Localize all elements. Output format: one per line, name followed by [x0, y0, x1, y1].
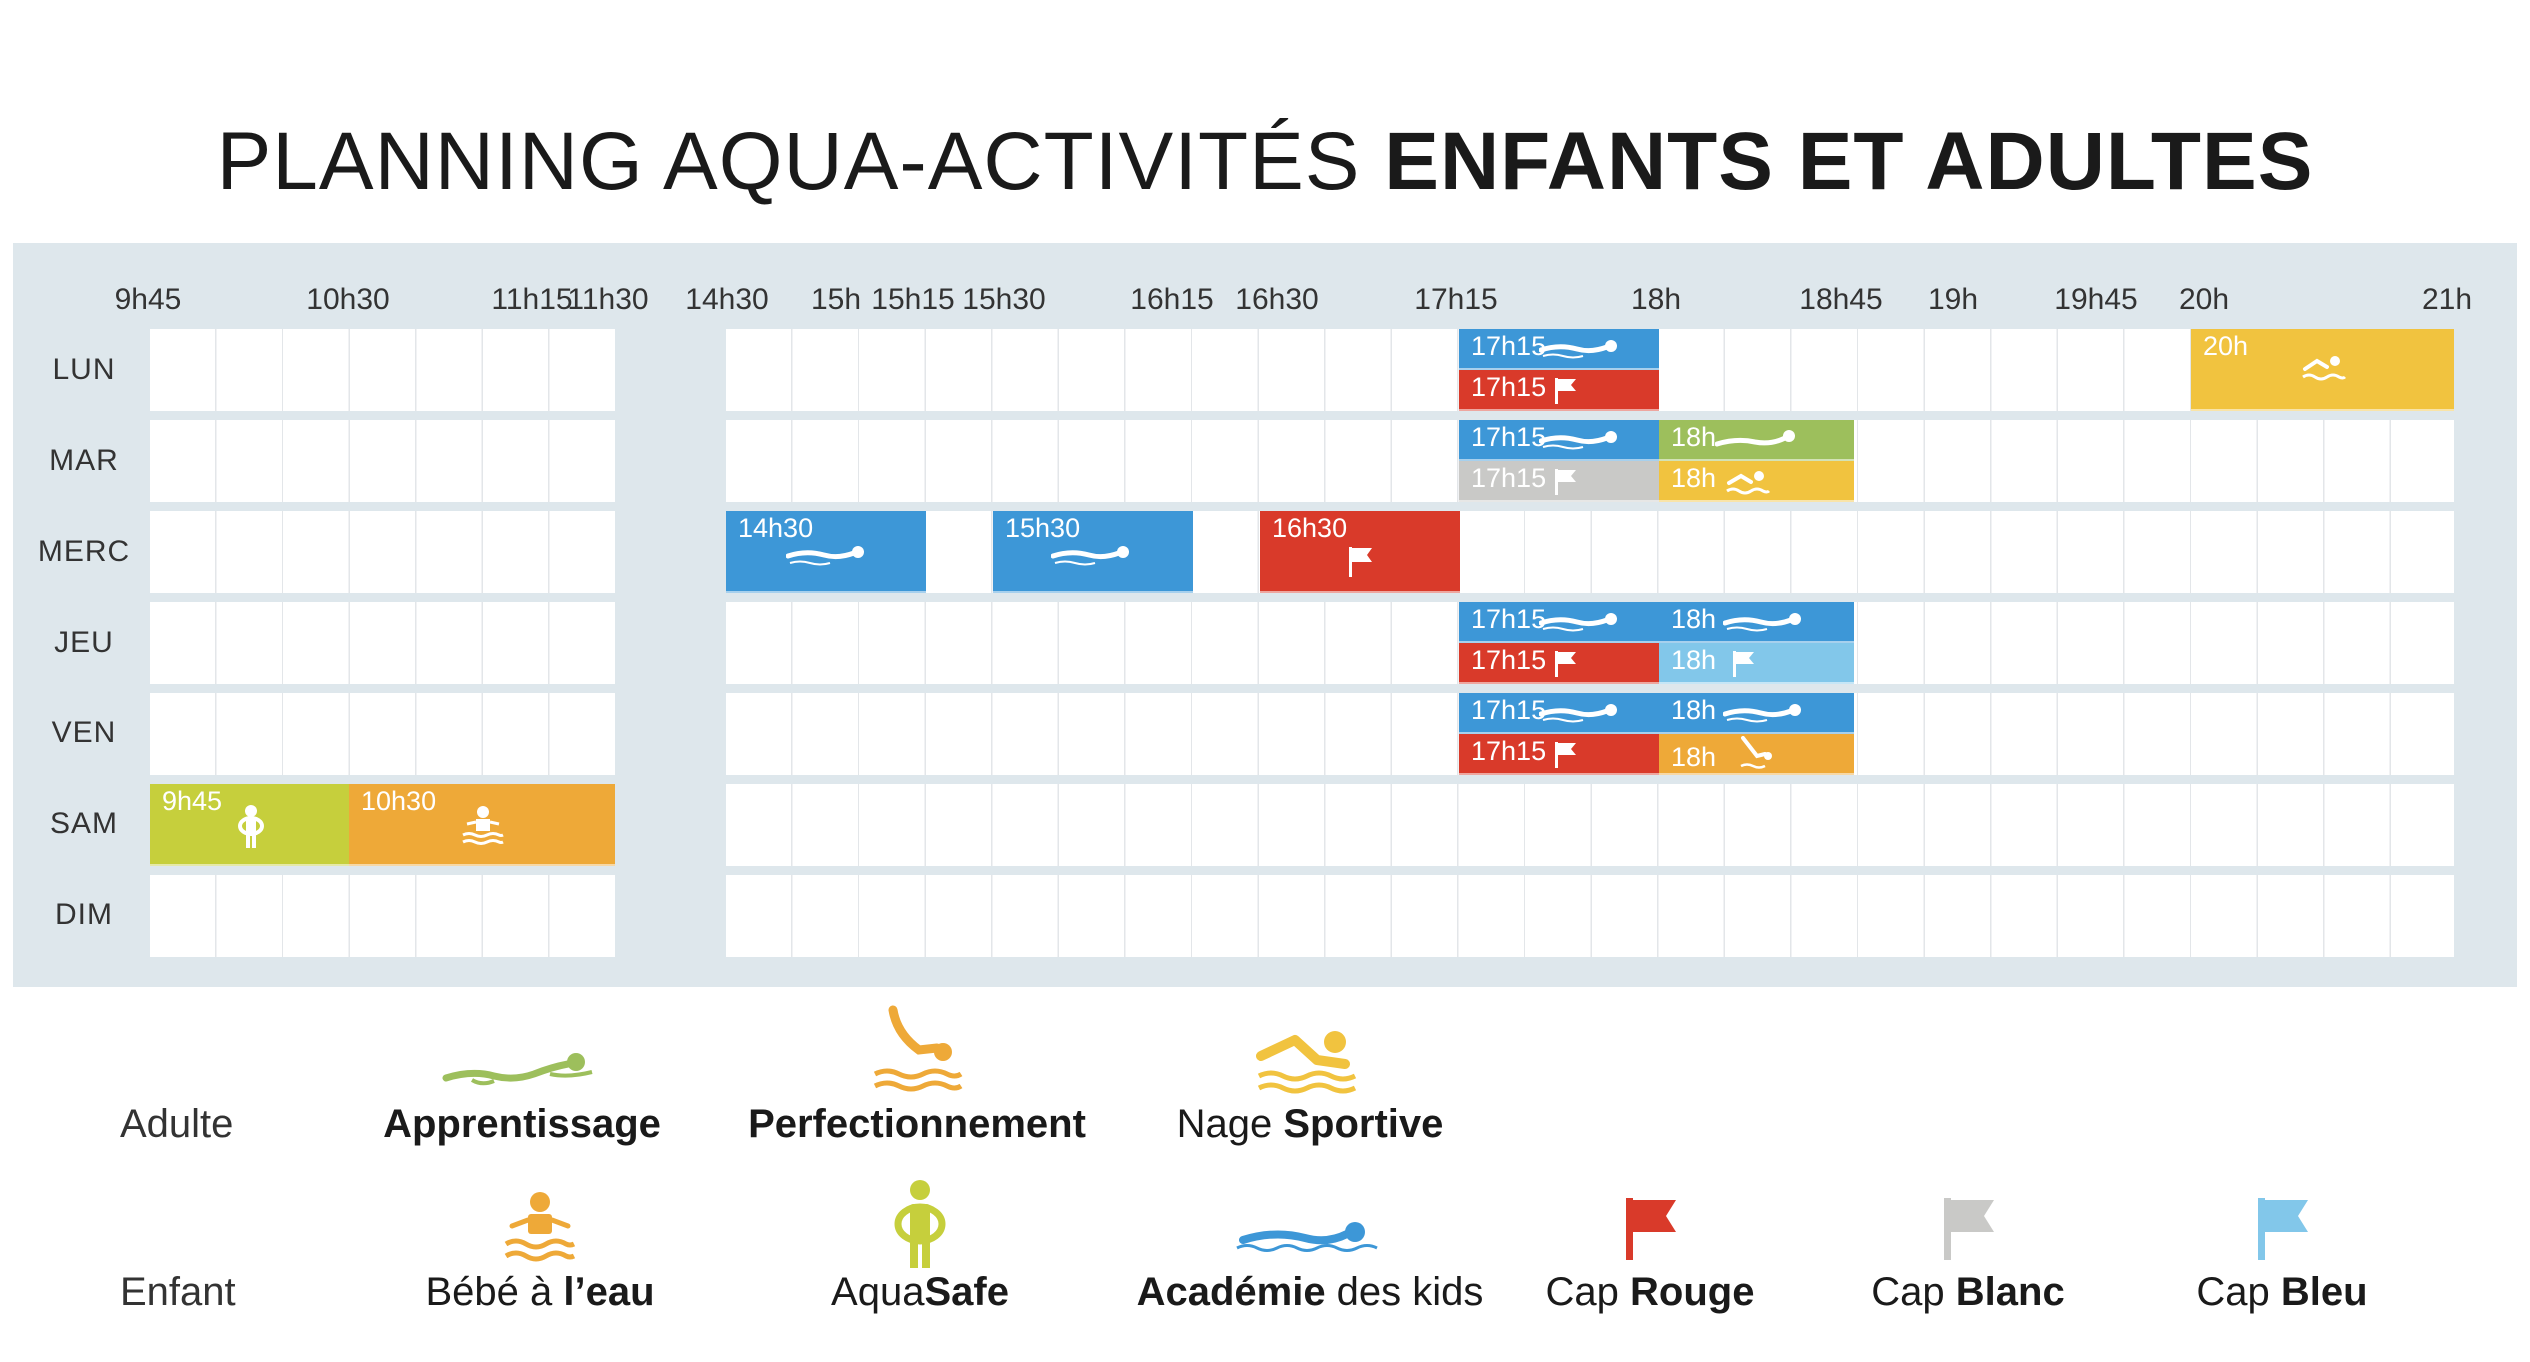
session-block[interactable]: 18h — [1659, 420, 1854, 461]
legend-cap-rouge: Cap Rouge — [1545, 1270, 1755, 1314]
session-block[interactable]: 20h — [2191, 329, 2454, 411]
white-flag-icon — [1944, 1198, 1994, 1260]
session-block[interactable]: 18h — [1659, 643, 1854, 684]
session-block[interactable]: 10h30 — [349, 784, 615, 866]
row-morning-jeu — [150, 602, 615, 684]
row-afternoon-sam — [726, 784, 2454, 866]
session-block[interactable]: 17h15 — [1459, 461, 1659, 502]
child-with-ring-icon — [894, 1180, 946, 1268]
row-morning-ven — [150, 693, 615, 775]
day-label: MERC — [37, 535, 131, 568]
session-block[interactable]: 17h15 — [1459, 643, 1659, 684]
day-label: JEU — [54, 626, 114, 659]
time-label: 18h45 — [1799, 283, 1883, 316]
legend-aquasafe: AquaSafe — [831, 1270, 1009, 1314]
row-afternoon-merc — [726, 511, 2454, 593]
legend-nage-sportive: Nage Sportive — [1176, 1102, 1444, 1146]
legend-apprentissage: Apprentissage — [383, 1102, 661, 1146]
time-label: 16h15 — [1130, 283, 1214, 316]
time-label: 19h — [1927, 283, 1979, 316]
legend-category-enfant: Enfant — [120, 1270, 236, 1314]
kids-swimmer-icon — [786, 546, 864, 566]
session-block[interactable]: 17h15 — [1459, 370, 1659, 411]
time-label: 16h30 — [1235, 283, 1319, 316]
legend-perfectionnement: Perfectionnement — [748, 1102, 1086, 1146]
time-label: 21h — [2421, 283, 2473, 316]
time-label: 11h15 — [491, 283, 573, 316]
row-morning-mar — [150, 420, 615, 502]
session-block[interactable]: 17h15 — [1459, 734, 1659, 775]
time-label: 19h45 — [2054, 283, 2138, 316]
session-block[interactable]: 17h15 — [1459, 602, 1659, 643]
red-flag-icon — [1555, 378, 1576, 404]
red-flag-icon — [1555, 742, 1576, 768]
page-title: PLANNING AQUA-ACTIVITÉS ENFANTS ET ADULT… — [216, 116, 2314, 207]
diver-icon — [1740, 736, 1772, 769]
time-label: 17h15 — [1414, 283, 1498, 316]
time-label: 9h45 — [114, 283, 182, 316]
blue-flag-icon — [1733, 651, 1754, 677]
apprentissage-swimmer-icon — [442, 1053, 593, 1086]
row-afternoon-dim — [726, 875, 2454, 957]
time-label: 14h30 — [685, 283, 769, 316]
day-label: VEN — [51, 716, 117, 749]
day-label: SAM — [49, 807, 118, 840]
legend-cap-blanc: Cap Blanc — [1871, 1270, 2065, 1314]
kids-swimmer-icon — [1723, 704, 1801, 723]
day-label: LUN — [52, 353, 116, 386]
red-flag-icon — [1349, 547, 1372, 577]
session-block[interactable]: 9h45 — [150, 784, 349, 866]
session-block[interactable]: 17h15 — [1459, 420, 1659, 461]
diver-icon — [873, 1005, 963, 1092]
session-block[interactable]: 17h15 — [1459, 693, 1659, 734]
blue-flag-icon — [2258, 1198, 2308, 1260]
session-block[interactable]: 18h — [1659, 693, 1854, 734]
session-block[interactable]: 15h30 — [993, 511, 1193, 593]
session-block[interactable]: 18h — [1659, 461, 1854, 502]
session-block[interactable]: 18h — [1659, 734, 1854, 775]
time-label: 15h — [810, 283, 862, 316]
red-flag-icon — [1626, 1198, 1676, 1260]
child-with-ring-icon — [238, 805, 264, 848]
baby-in-water-icon — [462, 806, 504, 845]
day-label: DIM — [55, 898, 113, 931]
kids-swimmer-icon — [1539, 613, 1617, 632]
time-label: 20h — [2178, 283, 2230, 316]
time-label: 10h30 — [306, 283, 390, 316]
row-morning-dim — [150, 875, 615, 957]
time-label: 15h30 — [962, 283, 1046, 316]
legend-bebe-a-leau: Bébé à l’eau — [425, 1270, 655, 1314]
freestyle-swimmer-icon — [1256, 1031, 1357, 1094]
row-morning-lun — [150, 329, 615, 411]
day-label: MAR — [49, 444, 119, 477]
legend-academie-des-kids: Académie des kids — [1136, 1270, 1484, 1314]
session-block[interactable]: 17h15 — [1459, 329, 1659, 370]
apprentissage-swimmer-icon — [1715, 430, 1795, 447]
row-morning-merc — [150, 511, 615, 593]
kids-swimmer-icon — [1539, 340, 1617, 359]
session-block[interactable]: 16h30 — [1260, 511, 1460, 593]
baby-in-water-icon — [504, 1192, 576, 1262]
freestyle-swimmer-icon — [1726, 471, 1771, 495]
session-block[interactable]: 14h30 — [726, 511, 926, 593]
legend-category-adulte: Adulte — [120, 1102, 234, 1146]
legend-cap-bleu: Cap Bleu — [2196, 1270, 2368, 1314]
kids-swimmer-icon — [1539, 431, 1617, 450]
time-label: 18h — [1630, 283, 1682, 316]
freestyle-swimmer-icon — [2302, 356, 2347, 381]
kids-swimmer-icon — [1723, 613, 1801, 632]
white-flag-icon — [1555, 469, 1576, 495]
kids-swimmer-icon — [1051, 546, 1129, 566]
session-block[interactable]: 18h — [1659, 602, 1854, 643]
time-label: 11h30 — [567, 283, 649, 316]
red-flag-icon — [1555, 651, 1576, 677]
kids-swimmer-icon — [1236, 1222, 1378, 1252]
kids-swimmer-icon — [1539, 704, 1617, 723]
time-label: 15h15 — [871, 283, 955, 316]
